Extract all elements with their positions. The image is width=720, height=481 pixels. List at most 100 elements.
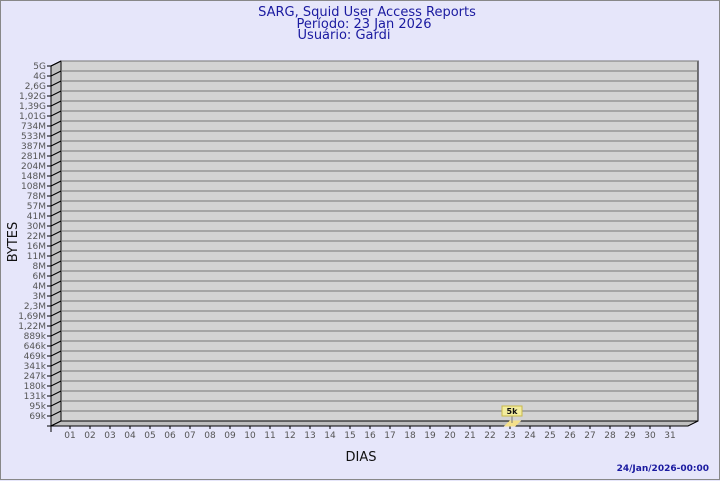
y-tick-diagonal [50,280,62,287]
y-tick-label: 1,39G [19,102,46,112]
y-tick-label: 41M [27,212,46,222]
y-tick-diagonal [50,100,62,107]
x-tick-label: 05 [144,431,155,441]
y-tick-label: 57M [27,202,46,212]
x-tick-label: 14 [324,431,336,441]
x-tick-label: 03 [104,431,115,441]
y-tick-diagonal [50,390,62,397]
y-axis-label: BYTES [6,222,21,263]
x-tick-label: 19 [424,431,436,441]
y-tick-diagonal [50,140,62,147]
y-tick-label: 533M [21,132,46,142]
y-tick-diagonal [50,120,62,127]
y-tick-diagonal [50,300,62,307]
y-tick-label: 108M [21,182,46,192]
y-tick-diagonal [50,410,62,417]
y-tick-label: 2,6G [25,82,46,92]
y-tick-diagonal [50,380,62,387]
y-tick-label: 6M [33,272,47,282]
x-tick-label: 09 [224,431,236,441]
x-tick-label: 10 [244,431,256,441]
bar-value-label: 5k [507,407,519,416]
y-tick-label: 1,69M [18,312,46,322]
y-tick-diagonal [50,370,62,377]
x-tick-label: 20 [444,431,456,441]
y-tick-diagonal [50,310,62,317]
y-tick-label: 646k [24,342,47,352]
y-tick-diagonal [50,130,62,137]
y-tick-label: 131k [24,392,47,402]
x-tick-label: 04 [124,431,136,441]
x-tick-label: 24 [524,431,536,441]
y-tick-label: 5G [33,62,46,72]
y-tick-label: 204M [21,162,46,172]
y-tick-diagonal [50,250,62,257]
x-tick-label: 17 [384,431,395,441]
chart-title: SARG, Squid User Access Reports [258,5,476,20]
bar-day-23 [503,420,522,427]
y-tick-label: 387M [21,142,46,152]
y-tick-diagonal [50,90,62,97]
x-tick-label: 28 [604,431,616,441]
y-tick-diagonal [50,400,62,407]
y-tick-label: 4G [33,72,46,82]
x-tick-label: 23 [504,431,515,441]
y-tick-label: 22M [27,232,46,242]
y-tick-diagonal [50,210,62,217]
y-tick-diagonal [50,330,62,337]
y-tick-diagonal [50,340,62,347]
x-tick-label: 16 [364,431,376,441]
y-tick-diagonal [50,200,62,207]
y-tick-diagonal [50,190,62,197]
y-tick-label: 247k [24,372,47,382]
y-tick-label: 1,01G [19,112,46,122]
x-tick-label: 07 [184,431,195,441]
x-tick-label: 06 [164,431,176,441]
y-tick-diagonal [50,170,62,177]
y-tick-diagonal [50,260,62,267]
y-tick-label: 4M [33,282,47,292]
y-tick-label: 11M [27,252,46,262]
footer-date: 24/Jan/2026-00:00 [617,464,709,474]
x-tick-label: 31 [664,431,675,441]
bar-label-box [501,405,523,417]
x-tick-label: 01 [64,431,75,441]
x-tick-label: 22 [484,431,495,441]
chart-subtitle-period: Período: 23 Jan 2026 [297,17,432,32]
y-tick-diagonal [50,80,62,87]
x-tick-label: 12 [284,431,295,441]
x-tick-label: 21 [464,431,475,441]
y-tick-diagonal [50,160,62,167]
y-tick-label: 281M [21,152,46,162]
y-tick-label: 1,92G [19,92,46,102]
y-tick-label: 148M [21,172,46,182]
x-tick-label: 18 [404,431,416,441]
y-tick-diagonal [50,220,62,227]
y-tick-diagonal [50,110,62,117]
y-tick-label: 1,22M [18,322,46,332]
y-tick-diagonal [50,240,62,247]
x-tick-label: 11 [264,431,275,441]
y-tick-diagonal [50,320,62,327]
x-tick-label: 26 [564,431,576,441]
y-tick-diagonal [50,270,62,277]
y-tick-diagonal [50,150,62,157]
y-tick-diagonal [50,70,62,77]
y-tick-label: 734M [21,122,46,132]
y-tick-label: 95k [29,402,46,412]
y-tick-diagonal [50,350,62,357]
y-tick-label: 469k [24,352,47,362]
y-tick-label: 341k [24,362,47,372]
y-tick-diagonal [50,60,62,67]
y-tick-label: 8M [33,262,47,272]
y-tick-label: 30M [27,222,46,232]
x-tick-label: 29 [624,431,636,441]
y-tick-label: 889k [24,332,47,342]
floor [50,420,699,427]
y-tick-diagonal [50,180,62,187]
y-tick-label: 3M [33,292,47,302]
y-tick-label: 69k [29,412,46,422]
x-axis-label: DIAS [346,450,377,465]
